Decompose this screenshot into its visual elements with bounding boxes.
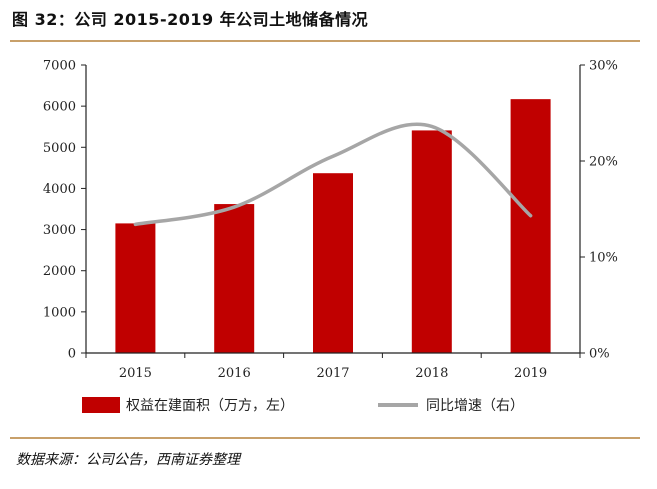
y-left-tick-label: 2000 — [43, 264, 76, 279]
y-left-tick-label: 7000 — [43, 59, 76, 74]
legend-line-label: 同比增速（右） — [426, 398, 524, 414]
line-layer — [133, 122, 533, 227]
bar-2016 — [214, 204, 255, 353]
footer-divider — [10, 437, 640, 439]
x-tick-label: 2016 — [218, 366, 251, 381]
y-right-tick-label: 30% — [589, 59, 618, 74]
y-left-tick-label: 0 — [68, 347, 76, 362]
bar-2017 — [313, 173, 353, 353]
legend-bar-label: 权益在建面积（万方，左） — [126, 398, 294, 414]
y-right-tick-label: 10% — [589, 251, 618, 266]
x-tick-label: 2018 — [415, 366, 448, 381]
y-left-tick-label: 4000 — [43, 182, 76, 197]
bar-2018 — [411, 130, 452, 353]
y-left-tick-label: 3000 — [43, 223, 76, 238]
x-tick-label: 2015 — [119, 366, 152, 381]
bars-layer — [115, 99, 551, 353]
y-left-tick-label: 6000 — [43, 100, 76, 115]
chart-title: 图 32：公司 2015-2019 年公司土地储备情况 — [12, 10, 369, 29]
axes-layer: 0 1000 2000 3000 4000 5000 6000 7000 0% 10% 20% 30%… — [43, 59, 618, 382]
y-left-tick-label: 1000 — [43, 305, 76, 320]
x-tick-label: 2019 — [514, 366, 547, 381]
bar-2019 — [510, 99, 551, 353]
y-right-tick-label: 0% — [589, 347, 610, 362]
legend: 权益在建面积（万方，左） 同比增速（右） — [82, 397, 524, 414]
data-source: 数据来源：公司公告，西南证券整理 — [16, 452, 240, 468]
x-tick-label: 2017 — [316, 366, 349, 381]
title-divider — [10, 40, 640, 42]
legend-bar-swatch — [82, 397, 120, 413]
y-right-tick-label: 20% — [589, 155, 618, 170]
y-left-tick-label: 5000 — [43, 141, 76, 156]
bar-2015 — [115, 223, 156, 353]
